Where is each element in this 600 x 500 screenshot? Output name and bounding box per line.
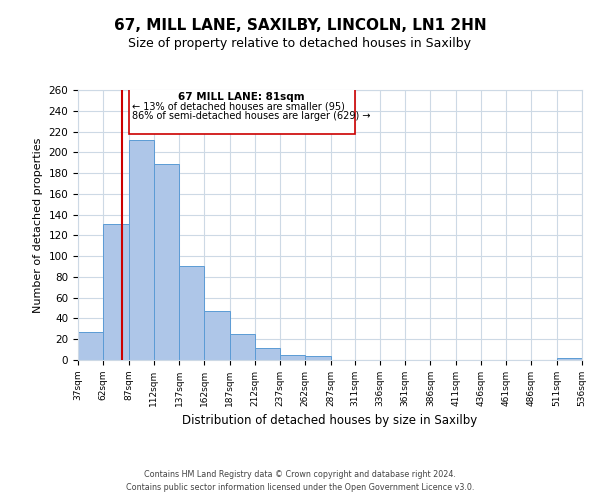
Text: ← 13% of detached houses are smaller (95): ← 13% of detached houses are smaller (95… bbox=[131, 102, 344, 112]
Y-axis label: Number of detached properties: Number of detached properties bbox=[33, 138, 43, 312]
Bar bbox=[204, 311, 230, 360]
Bar bbox=[103, 224, 128, 360]
Bar bbox=[128, 140, 154, 360]
Text: Size of property relative to detached houses in Saxilby: Size of property relative to detached ho… bbox=[128, 38, 472, 51]
Text: 67, MILL LANE, SAXILBY, LINCOLN, LN1 2HN: 67, MILL LANE, SAXILBY, LINCOLN, LN1 2HN bbox=[113, 18, 487, 32]
Bar bbox=[179, 266, 204, 360]
Bar bbox=[78, 332, 103, 360]
Bar bbox=[557, 358, 582, 360]
Text: 67 MILL LANE: 81sqm: 67 MILL LANE: 81sqm bbox=[178, 92, 305, 102]
Text: Contains HM Land Registry data © Crown copyright and database right 2024.
Contai: Contains HM Land Registry data © Crown c… bbox=[126, 470, 474, 492]
Bar bbox=[305, 356, 331, 360]
Bar bbox=[154, 164, 179, 360]
FancyBboxPatch shape bbox=[128, 88, 355, 134]
Bar bbox=[230, 334, 255, 360]
Bar bbox=[280, 355, 305, 360]
Bar bbox=[255, 348, 280, 360]
Text: 86% of semi-detached houses are larger (629) →: 86% of semi-detached houses are larger (… bbox=[131, 111, 370, 121]
X-axis label: Distribution of detached houses by size in Saxilby: Distribution of detached houses by size … bbox=[182, 414, 478, 428]
